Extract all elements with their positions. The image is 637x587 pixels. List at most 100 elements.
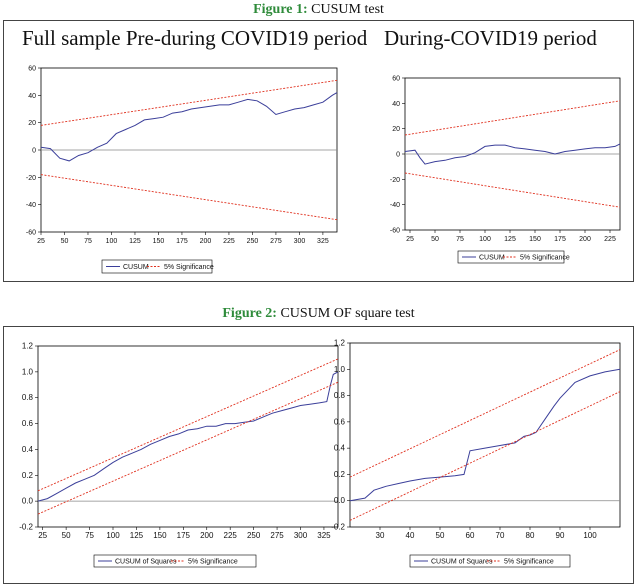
y-tick-label: -40 — [390, 202, 400, 209]
x-tick-label: 75 — [456, 236, 464, 243]
x-tick-label: 275 — [270, 531, 284, 540]
y-tick-label: 0.2 — [22, 471, 34, 480]
figure-1-label: Figure 1: — [253, 2, 308, 17]
significance-line — [37, 358, 339, 492]
significance-line — [404, 100, 621, 136]
y-tick-label: -60 — [26, 230, 36, 237]
y-tick-label: 0.0 — [334, 496, 346, 505]
figure-2-label: Figure 2: — [222, 306, 277, 321]
x-tick-label: 225 — [223, 238, 235, 245]
y-tick-label: -20 — [26, 175, 36, 182]
legend-label-significance: 5% Significance — [164, 264, 214, 271]
y-tick-label: 40 — [28, 93, 36, 100]
x-tick-label: 50 — [62, 531, 71, 540]
significance-line — [40, 79, 338, 126]
x-tick-label: 50 — [436, 531, 445, 540]
legend-box — [101, 259, 213, 274]
y-tick-label: -60 — [390, 228, 400, 235]
x-tick-label: 200 — [200, 531, 214, 540]
x-tick-label: 40 — [406, 531, 415, 540]
x-tick-label: 175 — [554, 236, 566, 243]
y-tick-label: 0.2 — [334, 470, 346, 479]
x-tick-label: 25 — [38, 531, 47, 540]
y-tick-label: 0.8 — [334, 391, 346, 400]
significance-line — [349, 391, 621, 521]
y-tick-label: -0.2 — [331, 523, 345, 532]
figure-1-caption: Figure 1: CUSUM test — [0, 2, 637, 18]
x-tick-label: 60 — [466, 531, 475, 540]
y-tick-label: 1.2 — [334, 339, 346, 348]
y-tick-label: 60 — [392, 76, 400, 83]
y-tick-label: -40 — [26, 202, 36, 209]
panel-title-during-covid: During-COVID19 period — [384, 26, 597, 50]
y-tick-label: -20 — [390, 177, 400, 184]
x-tick-label: 70 — [496, 531, 505, 540]
figure-2-frame — [3, 326, 634, 584]
x-tick-label: 175 — [176, 238, 188, 245]
legend-label-series: CUSUM of Squares — [431, 559, 493, 566]
y-tick-label: 1.0 — [22, 367, 34, 376]
legend-label-significance: 5% Significance — [188, 559, 238, 566]
series-line — [40, 92, 338, 162]
x-tick-label: 125 — [130, 531, 144, 540]
significance-line — [37, 381, 339, 515]
x-tick-label: 50 — [61, 238, 69, 245]
x-tick-label: 75 — [85, 531, 94, 540]
significance-line — [404, 172, 621, 208]
x-tick-label: 125 — [504, 236, 516, 243]
x-tick-label: 125 — [129, 238, 141, 245]
x-tick-label: 200 — [579, 236, 591, 243]
x-tick-label: 150 — [153, 238, 165, 245]
legend-box — [409, 554, 571, 568]
x-tick-label: 325 — [317, 531, 331, 540]
figure-1-title: CUSUM test — [311, 2, 384, 17]
panel-title-full-sample: Full sample Pre-during COVID19 period — [22, 26, 368, 50]
series-line — [349, 368, 621, 502]
plot-area — [37, 345, 339, 528]
series-line — [404, 143, 621, 165]
figure-1-frame — [3, 20, 634, 282]
y-tick-label: 1.2 — [22, 342, 34, 351]
y-tick-label: 20 — [392, 126, 400, 133]
x-tick-label: 300 — [294, 238, 306, 245]
x-tick-label: 175 — [177, 531, 191, 540]
legend-label-series: CUSUM — [479, 255, 505, 262]
x-tick-label: 100 — [479, 236, 491, 243]
x-tick-label: 100 — [106, 531, 120, 540]
x-tick-label: 300 — [294, 531, 308, 540]
figure-2-title: CUSUM OF square test — [280, 306, 415, 321]
x-tick-label: 25 — [406, 236, 414, 243]
x-tick-label: 250 — [247, 238, 259, 245]
significance-line — [349, 349, 621, 478]
x-tick-label: 80 — [526, 531, 535, 540]
y-tick-label: 20 — [28, 120, 36, 127]
x-tick-label: 75 — [84, 238, 92, 245]
x-tick-label: 25 — [37, 238, 45, 245]
x-tick-label: 90 — [556, 531, 565, 540]
x-tick-label: 200 — [200, 238, 212, 245]
plot-area — [349, 342, 621, 528]
y-tick-label: 0.4 — [334, 444, 346, 453]
legend-label-significance: 5% Significance — [520, 255, 570, 262]
x-tick-label: 250 — [247, 531, 261, 540]
legend-label-series: CUSUM of Squares — [115, 559, 177, 566]
y-tick-label: 0.8 — [22, 393, 34, 402]
x-tick-label: 100 — [106, 238, 118, 245]
x-tick-label: 275 — [270, 238, 282, 245]
y-tick-label: 0.6 — [334, 417, 346, 426]
x-tick-label: 100 — [583, 531, 597, 540]
x-tick-label: 225 — [224, 531, 238, 540]
y-tick-label: 0.6 — [22, 419, 34, 428]
y-tick-label: 40 — [392, 101, 400, 108]
x-tick-label: 150 — [529, 236, 541, 243]
x-tick-label: 150 — [153, 531, 167, 540]
x-tick-label: 50 — [431, 236, 439, 243]
x-tick-label: 325 — [317, 238, 329, 245]
legend-label-significance: 5% Significance — [504, 559, 554, 566]
significance-line — [40, 174, 338, 221]
y-tick-label: 1.0 — [334, 365, 346, 374]
